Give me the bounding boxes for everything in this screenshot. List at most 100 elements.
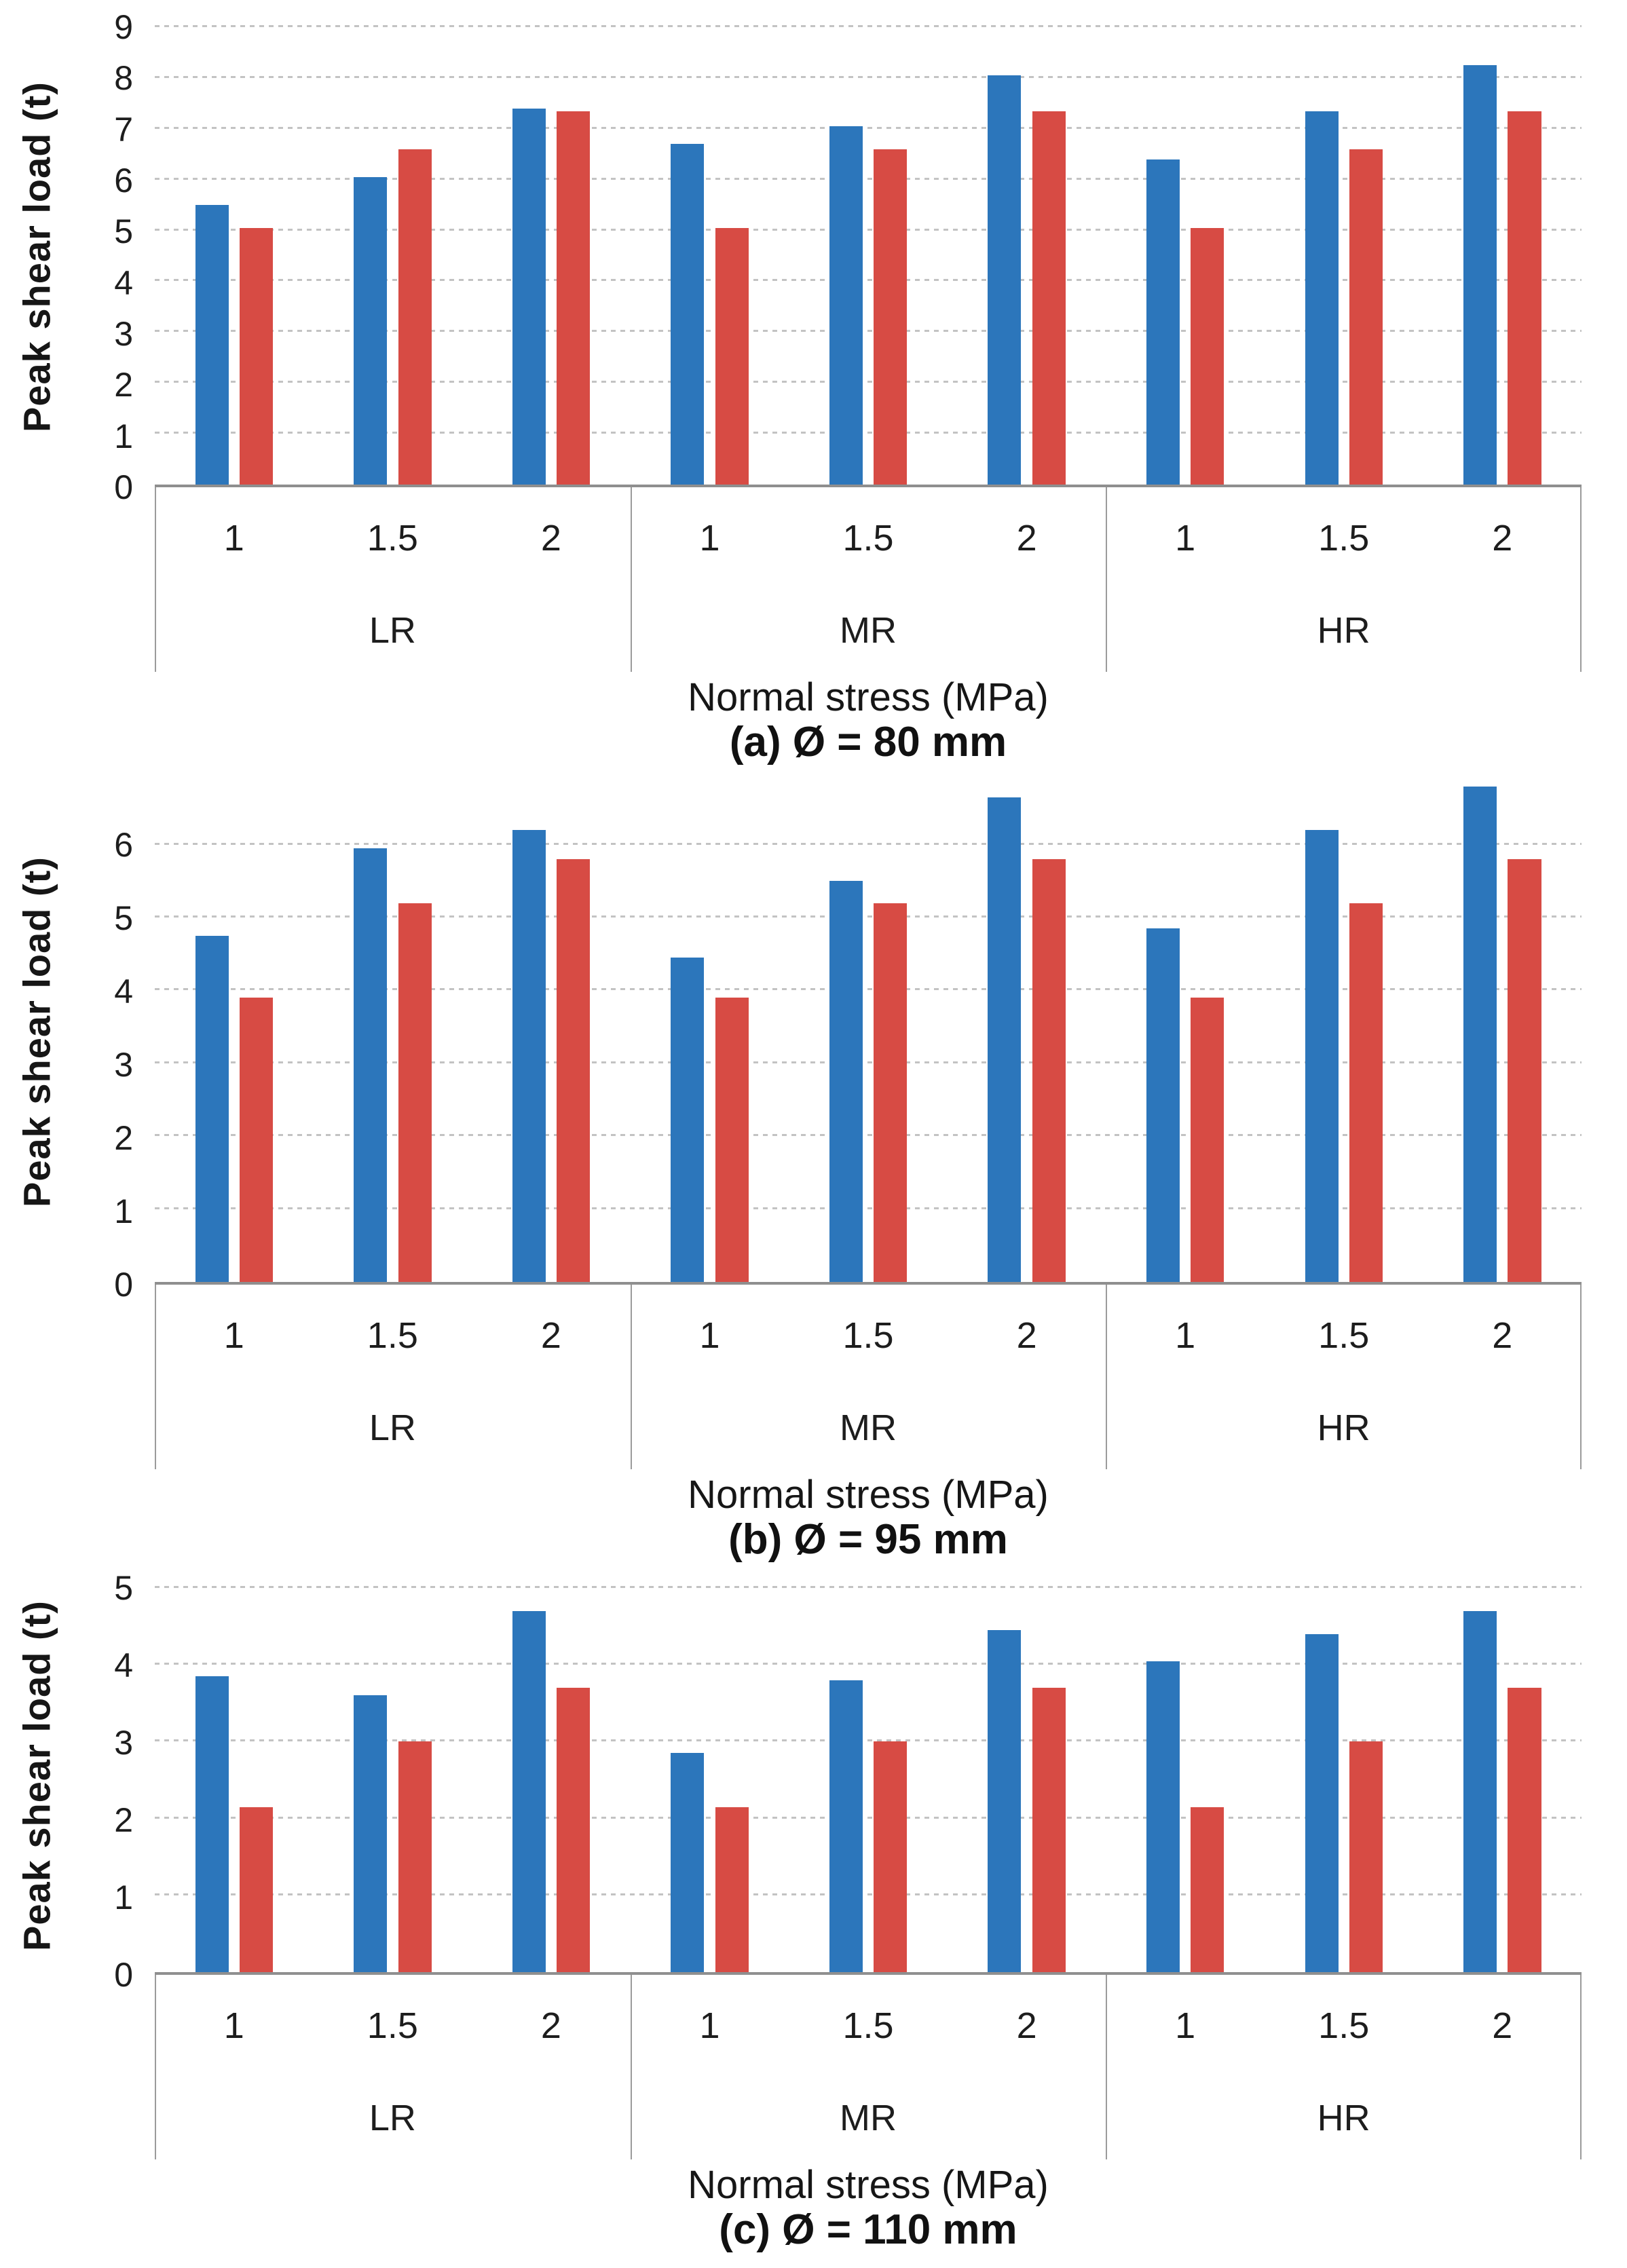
bar-blue-MR-1 <box>671 144 705 485</box>
bar-blue-HR-2 <box>1463 786 1497 1282</box>
stress-label: 1 <box>699 518 720 559</box>
y-tick-label-4: 4 <box>114 972 133 1011</box>
y-tick-label-1: 1 <box>114 1192 133 1231</box>
bar-group-slot <box>948 1576 1106 1972</box>
y-tick-label-6: 6 <box>114 162 133 200</box>
chart-c-110mm: Peak shear load (t) 0 1 2 3 4 5 1 1.5 2 1 1.5 2 1 1.… <box>0 1563 1627 2253</box>
stress-label: 1 <box>1175 518 1196 559</box>
group-label-HR: HR <box>1317 2098 1370 2138</box>
stress-label: 1 <box>223 518 244 559</box>
y-tick-label-4: 4 <box>114 263 133 302</box>
stress-label: 1.5 <box>1318 1315 1370 1356</box>
gridline-8 <box>155 75 1582 78</box>
group-separator <box>1106 487 1108 672</box>
x-axis-title: Normal stress (MPa) <box>688 1473 1049 1517</box>
stress-label: 1.5 <box>367 2005 418 2046</box>
bar-red-MR-2 <box>1032 859 1066 1282</box>
gridline-9 <box>155 25 1582 27</box>
y-axis-tick-labels: 0 1 2 3 4 5 6 7 8 9 <box>68 10 144 505</box>
gridline-6 <box>155 842 1582 845</box>
gridline-5 <box>155 1585 1582 1588</box>
stress-label: 1 <box>699 1315 720 1356</box>
group-separator <box>155 1975 156 2159</box>
bar-group-slot <box>155 27 314 485</box>
bar-red-MR-1 <box>715 998 749 1282</box>
gridline-4 <box>155 1663 1582 1665</box>
y-tick-label-5: 5 <box>114 1569 133 1608</box>
stress-level-row: 1 1.5 2 1 1.5 2 1 1.5 2 <box>155 1285 1582 1386</box>
y-axis-title: Peak shear load (t) <box>15 1600 58 1951</box>
stress-label: 2 <box>540 2005 561 2046</box>
stress-label: 1.5 <box>367 518 418 559</box>
group-separator <box>630 1285 632 1469</box>
plot-area <box>155 779 1582 1285</box>
bar-red-HR-1.5 <box>1349 149 1383 485</box>
bar-red-HR-2 <box>1508 1688 1541 1972</box>
stress-level-row: 1 1.5 2 1 1.5 2 1 1.5 2 <box>155 1975 1582 2077</box>
gridline-1 <box>155 432 1582 434</box>
gridline-3 <box>155 1061 1582 1063</box>
bar-blue-MR-1.5 <box>829 126 863 485</box>
stress-label: 1.5 <box>842 518 894 559</box>
gridline-6 <box>155 177 1582 180</box>
y-tick-label-5: 5 <box>114 899 133 938</box>
bar-red-MR-1.5 <box>874 903 908 1282</box>
bar-red-HR-2 <box>1508 111 1541 485</box>
y-axis-title: Peak shear load (t) <box>15 856 58 1207</box>
bar-group-slot <box>948 779 1106 1282</box>
bar-group-slot <box>472 27 631 485</box>
bar-red-HR-1.5 <box>1349 1741 1383 1972</box>
x-axis-title: Normal stress (MPa) <box>688 2163 1049 2207</box>
stress-label: 1 <box>699 2005 720 2046</box>
stress-label: 2 <box>1492 2005 1513 2046</box>
bar-red-LR-1.5 <box>398 149 432 485</box>
bar-group-slot <box>1106 779 1265 1282</box>
y-tick-label-3: 3 <box>114 315 133 354</box>
bar-group-slot <box>631 27 789 485</box>
bar-group-slot <box>155 779 314 1282</box>
y-tick-label-3: 3 <box>114 1724 133 1762</box>
y-tick-label-2: 2 <box>114 366 133 404</box>
bar-group-slot <box>472 779 631 1282</box>
bar-group-slot <box>631 779 789 1282</box>
y-tick-label-2: 2 <box>114 1801 133 1840</box>
gridline-3 <box>155 330 1582 333</box>
stress-label: 2 <box>1492 518 1513 559</box>
stress-label: 1.5 <box>367 1315 418 1356</box>
stress-label: 1.5 <box>842 2005 894 2046</box>
gridline-2 <box>155 381 1582 383</box>
stress-label: 2 <box>540 1315 561 1356</box>
stress-label: 2 <box>1016 1315 1037 1356</box>
y-tick-label-0: 0 <box>114 468 133 506</box>
bar-red-HR-1 <box>1191 1807 1224 1972</box>
category-axis-box: 1 1.5 2 1 1.5 2 1 1.5 2 LR MR HR <box>155 1975 1582 2159</box>
bar-red-LR-2 <box>557 111 591 485</box>
bar-blue-HR-1 <box>1146 159 1180 485</box>
group-label-LR: LR <box>369 2098 416 2138</box>
bar-red-LR-1 <box>239 1807 273 1972</box>
bar-group-slot <box>1265 27 1423 485</box>
bar-red-MR-1.5 <box>874 1741 908 1972</box>
y-axis-tick-labels: 0 1 2 3 4 5 6 <box>68 779 144 1302</box>
group-separator <box>155 1285 156 1469</box>
bar-blue-HR-1.5 <box>1305 830 1339 1282</box>
gridline-2 <box>155 1134 1582 1137</box>
bar-group-slot <box>1265 1576 1423 1972</box>
bar-blue-HR-1.5 <box>1305 111 1339 485</box>
bar-red-LR-1.5 <box>398 903 432 1282</box>
group-separator <box>630 1975 632 2159</box>
group-label-LR: LR <box>369 610 416 651</box>
bar-red-LR-1 <box>239 227 273 485</box>
bar-blue-LR-2 <box>512 830 546 1282</box>
stress-label: 1 <box>223 2005 244 2046</box>
bar-red-HR-2 <box>1508 859 1541 1282</box>
bar-blue-LR-2 <box>512 1610 546 1972</box>
y-tick-label-1: 1 <box>114 417 133 455</box>
group-separator <box>1106 1285 1108 1469</box>
bar-blue-LR-2 <box>512 108 546 485</box>
bar-group-slot <box>631 1576 789 1972</box>
group-separator <box>1580 487 1582 672</box>
group-label-MR: MR <box>840 1407 897 1448</box>
y-axis-title: Peak shear load (t) <box>15 81 58 433</box>
group-label-MR: MR <box>840 610 897 651</box>
